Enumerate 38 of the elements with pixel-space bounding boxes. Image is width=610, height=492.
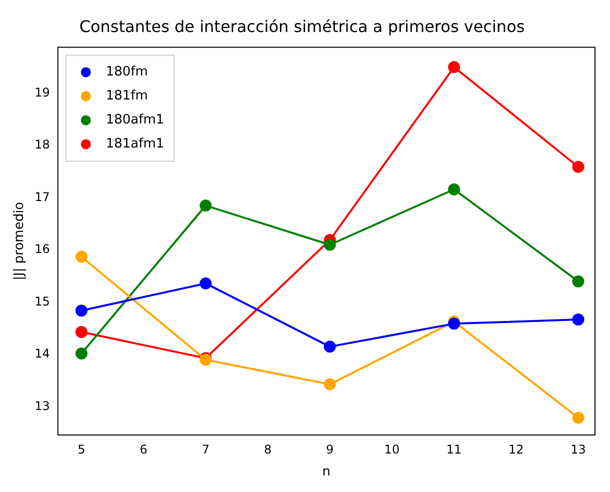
x-tick-label: 6 [140, 442, 148, 456]
point [572, 412, 584, 424]
y-tick-label: 13 [34, 398, 50, 413]
legend-label: 180fm [106, 64, 148, 80]
point [572, 313, 584, 326]
point [324, 238, 336, 251]
y-tick-label: 14 [34, 346, 50, 361]
y-axis-title: |J| promedio [12, 202, 28, 280]
y-tick-label: 16 [34, 242, 50, 256]
point [200, 200, 212, 212]
point [75, 326, 88, 338]
point [75, 347, 88, 360]
x-tick-label: 11 [446, 442, 462, 456]
point [324, 340, 336, 353]
y-tick-label: 15 [34, 294, 50, 308]
x-tick-label: 9 [326, 442, 334, 456]
x-tick-label: 12 [508, 442, 524, 456]
x-tick-label: 7 [202, 442, 210, 456]
y-tick-label: 17 [34, 190, 50, 204]
point [572, 275, 584, 288]
point [75, 250, 88, 263]
x-tick-label: 8 [264, 442, 272, 456]
chart-title: Constantes de interacción simétrica a primeros vecinos [79, 16, 525, 36]
point [324, 378, 336, 390]
point [75, 304, 88, 317]
x-tick-label: 13 [570, 442, 586, 456]
legend-label: 180afm1 [106, 112, 164, 128]
legend-label: 181fm [106, 88, 148, 104]
y-tick-label: 19 [34, 85, 50, 100]
point [572, 160, 584, 173]
point [200, 277, 212, 290]
x-axis-title: n [322, 464, 331, 480]
x-tick-label: 10 [384, 442, 400, 456]
x-tick-label: 5 [78, 442, 86, 456]
point [448, 61, 460, 74]
point [448, 183, 460, 196]
y-tick-label: 18 [34, 138, 50, 152]
legend-label: 181afm1 [106, 136, 164, 152]
